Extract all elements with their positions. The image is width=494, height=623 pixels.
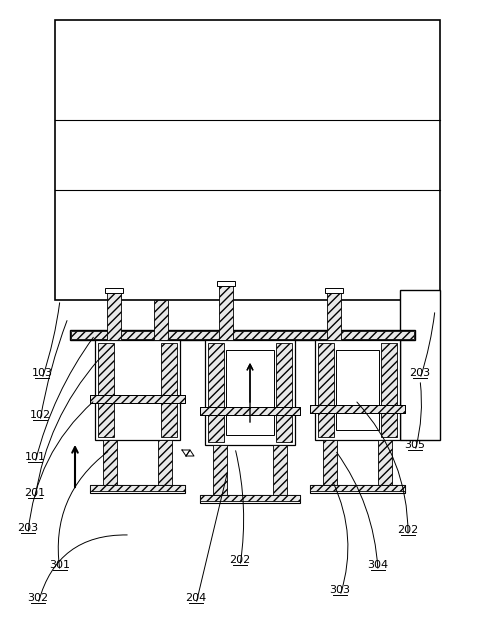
Text: 303: 303 <box>329 585 351 595</box>
Bar <box>315 340 400 440</box>
Bar <box>105 288 123 293</box>
Bar <box>310 485 405 491</box>
Bar <box>200 407 300 415</box>
Text: 102: 102 <box>30 410 50 420</box>
Text: 201: 201 <box>24 488 45 498</box>
Bar <box>90 395 185 403</box>
Text: 202: 202 <box>229 555 250 565</box>
Bar <box>70 330 415 340</box>
Bar <box>205 340 295 445</box>
Bar <box>103 440 117 485</box>
Bar <box>226 350 274 435</box>
Bar <box>90 485 185 493</box>
Bar <box>400 290 440 440</box>
Text: 302: 302 <box>28 593 48 603</box>
Bar <box>200 495 300 503</box>
Text: 301: 301 <box>49 560 71 570</box>
Text: 103: 103 <box>32 368 52 378</box>
Bar <box>208 343 224 442</box>
Bar <box>95 340 180 440</box>
Bar <box>378 440 392 485</box>
Bar <box>154 300 168 340</box>
Bar <box>310 405 405 413</box>
Text: 202: 202 <box>397 525 418 535</box>
Text: 304: 304 <box>368 560 389 570</box>
Bar <box>90 485 185 491</box>
Text: 203: 203 <box>410 368 431 378</box>
Bar <box>200 495 300 501</box>
Bar <box>71 331 414 339</box>
Bar <box>336 350 379 430</box>
Bar <box>107 292 121 340</box>
Bar <box>217 281 235 286</box>
Bar <box>381 343 397 437</box>
Bar <box>158 440 172 485</box>
Text: 204: 204 <box>185 593 206 603</box>
Bar <box>273 445 287 495</box>
Bar <box>90 395 185 403</box>
Bar <box>323 440 337 485</box>
Bar <box>325 288 343 293</box>
Bar <box>276 343 292 442</box>
Bar <box>161 343 177 437</box>
Bar <box>55 20 440 300</box>
Text: 203: 203 <box>17 523 39 533</box>
Bar <box>327 292 341 340</box>
Bar <box>219 285 233 340</box>
Bar <box>310 405 405 413</box>
Bar <box>213 445 227 495</box>
Bar <box>310 485 405 493</box>
Bar <box>318 343 334 437</box>
Text: 305: 305 <box>405 440 425 450</box>
Bar <box>200 407 300 415</box>
Bar <box>98 343 114 437</box>
Text: 101: 101 <box>25 452 45 462</box>
